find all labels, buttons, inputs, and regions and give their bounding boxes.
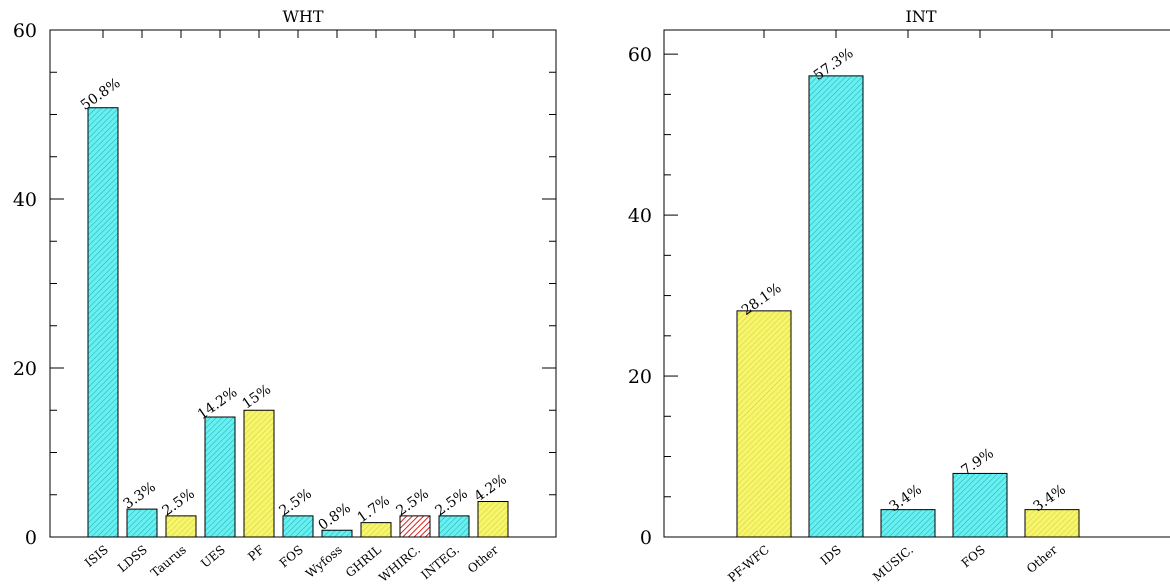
wht-category-label: Taurus: [148, 543, 189, 580]
int-chart-title: INT: [906, 7, 937, 26]
int-bar-music: [880, 509, 936, 538]
wht-value-label: 2.5%: [433, 486, 471, 520]
int-category-label: Other: [1024, 542, 1060, 576]
wht-category-label: Wyfoss: [303, 543, 345, 581]
wht-bar-other: [477, 501, 509, 538]
wht-category-label: LDSS: [115, 543, 150, 575]
int-chart: INT 0 20 40 60 28.1%PF-WFC57.3%IDS3.4%MUSIC…: [628, 7, 1170, 585]
int-bar-fos: [952, 472, 1008, 538]
wht-category-label: UES: [198, 543, 228, 571]
int-category-label: PF-WFC: [725, 543, 772, 585]
wht-bars: 50.8%ISIS3.3%LDSS2.5%Taurus14.2%UES15%PF…: [78, 30, 510, 585]
int-bar-pf-wfc: [736, 310, 792, 538]
int-y-tick-label: 20: [628, 366, 652, 388]
wht-category-label: ISIS: [82, 543, 111, 570]
wht-value-label: 2.5%: [394, 486, 432, 520]
wht-bar-pf: [243, 409, 275, 538]
wht-y-tick-label: 60: [13, 20, 37, 42]
int-category-label: FOS: [959, 543, 988, 571]
wht-bar-ldss: [126, 508, 158, 538]
wht-bar-isis: [87, 107, 119, 538]
wht-y-axis: 0 20 40 60: [13, 20, 556, 549]
wht-category-label: WHIRC.: [376, 543, 423, 585]
int-y-tick-label: 40: [628, 205, 652, 227]
wht-bar-ghril: [360, 522, 392, 538]
wht-bar-whirc: [399, 515, 431, 538]
int-y-tick-label: 0: [640, 527, 652, 549]
wht-category-label: INTEG.: [418, 543, 461, 583]
wht-value-label: 4.2%: [472, 471, 510, 505]
wht-bar-integ: [438, 515, 470, 538]
int-bar-ids: [808, 75, 864, 538]
wht-category-label: FOS: [277, 543, 306, 571]
wht-bar-wyfoss: [321, 529, 353, 538]
wht-y-tick-label: 20: [13, 358, 37, 380]
int-category-label: MUSIC.: [870, 543, 916, 585]
wht-plot-frame: [49, 29, 557, 538]
wht-chart-title: WHT: [282, 7, 323, 26]
int-category-label: IDS: [818, 543, 844, 568]
wht-value-label: 3.3%: [121, 479, 159, 513]
wht-y-tick-label: 40: [13, 189, 37, 211]
wht-y-tick-label: 0: [25, 527, 37, 549]
wht-value-label: 2.5%: [160, 486, 198, 520]
int-bars: 28.1%PF-WFC57.3%IDS3.4%MUSIC.7.9%FOS3.4%…: [725, 30, 1080, 585]
wht-category-label: PF: [245, 543, 267, 564]
wht-value-label: 1.7%: [355, 493, 393, 527]
wht-value-label: 0.8%: [316, 500, 354, 534]
wht-value-label: 15%: [239, 381, 274, 412]
wht-bar-ues: [204, 416, 236, 538]
wht-category-label: Other: [465, 542, 501, 576]
int-bar-other: [1024, 509, 1080, 538]
wht-bar-taurus: [165, 515, 197, 538]
int-y-tick-label: 60: [628, 44, 652, 66]
wht-value-label: 2.5%: [277, 486, 315, 520]
int-y-axis: 0 20 40 60: [628, 44, 678, 549]
wht-bar-fos: [282, 515, 314, 538]
